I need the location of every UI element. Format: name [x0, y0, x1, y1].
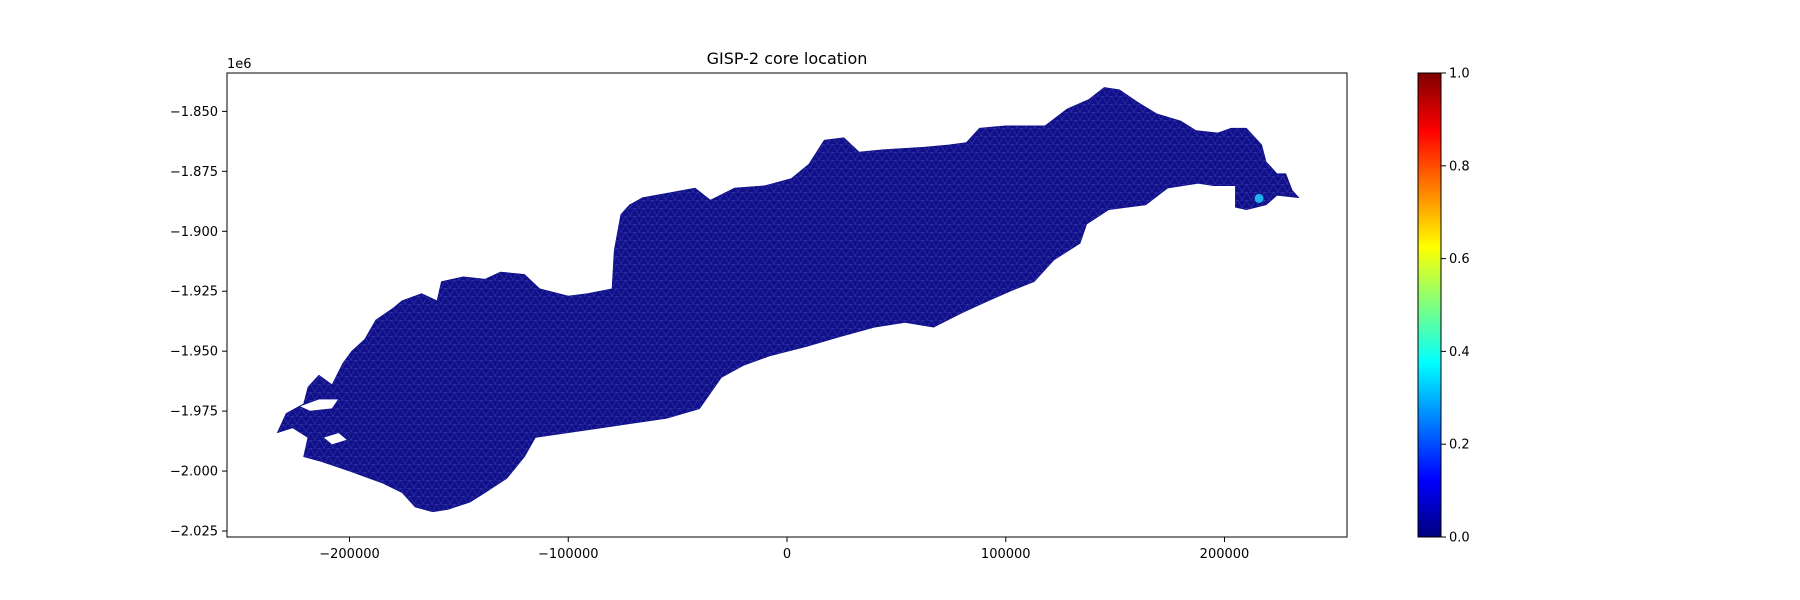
x-tick-label: −100000 — [538, 547, 599, 562]
colorbar-gradient — [1417, 72, 1442, 538]
x-axis: −200000 −100000 0 100000 200000 — [319, 537, 1249, 562]
colorbar: 0.0 0.2 0.4 0.6 0.8 1.0 — [1417, 67, 1470, 546]
plot-area — [276, 87, 1300, 513]
x-tick-label: 0 — [783, 547, 791, 562]
y-tick-label: −2.025 — [170, 525, 218, 540]
y-tick-label: −1.975 — [170, 405, 218, 420]
y-offset-label: 1e6 — [227, 57, 252, 72]
core-location-marker — [1254, 193, 1264, 203]
colorbar-tick-label: 0.2 — [1449, 438, 1470, 453]
colorbar-tick-label: 0.6 — [1449, 252, 1470, 267]
x-tick-label: 200000 — [1200, 547, 1250, 562]
y-axis: −1.850 −1.875 −1.900 −1.925 −1.950 −1.975 −2.0… — [170, 105, 227, 540]
colorbar-tick-label: 0.8 — [1449, 159, 1470, 174]
colorbar-tick-label: 0.0 — [1449, 531, 1470, 546]
y-tick-label: −1.900 — [170, 225, 218, 240]
x-tick-label: −200000 — [319, 547, 380, 562]
colorbar-tick-label: 0.4 — [1449, 345, 1470, 360]
chart-title: GISP-2 core location — [707, 49, 868, 68]
colorbar-tick-label: 1.0 — [1449, 67, 1470, 82]
y-tick-label: −1.850 — [170, 105, 218, 120]
y-tick-label: −1.925 — [170, 285, 218, 300]
y-tick-label: −1.950 — [170, 345, 218, 360]
y-tick-label: −2.000 — [170, 465, 218, 480]
mesh-region — [276, 87, 1300, 513]
x-tick-label: 100000 — [981, 547, 1031, 562]
y-tick-label: −1.875 — [170, 165, 218, 180]
